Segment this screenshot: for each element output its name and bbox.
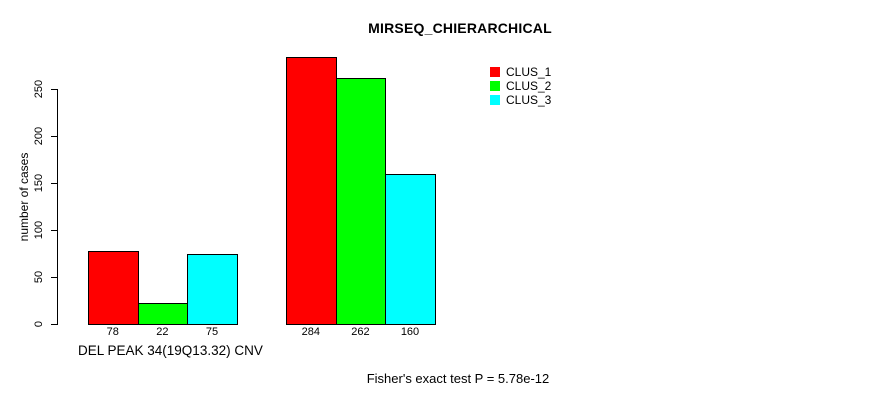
bar-value-label: 160 (400, 326, 420, 338)
legend-row: CLUS_2 (490, 79, 551, 93)
y-axis-label: number of cases (17, 152, 31, 242)
y-axis-tick (51, 89, 58, 90)
y-axis-tick-label: 150 (33, 173, 45, 193)
legend-label: CLUS_3 (506, 93, 552, 107)
x-axis-label: DEL PEAK 34(19Q13.32) CNV (78, 343, 263, 358)
bar-value-label: 284 (301, 326, 320, 338)
bar-clus_1-group2 (286, 57, 337, 325)
bar-value-label: 22 (156, 326, 169, 338)
y-axis-tick-label: 100 (33, 220, 45, 240)
legend: CLUS_1 CLUS_2 CLUS_3 (490, 65, 551, 107)
legend-swatch-clus_1 (490, 67, 500, 77)
y-axis-tick-label: 0 (33, 320, 45, 328)
y-axis-tick (51, 183, 58, 184)
legend-row: CLUS_1 (490, 65, 551, 79)
bar-value-label: 75 (205, 326, 219, 338)
y-axis-tick-label: 200 (33, 126, 45, 146)
legend-label: CLUS_2 (506, 79, 552, 93)
y-axis-tick (51, 324, 58, 325)
bar-clus_3-group2 (385, 173, 436, 325)
y-axis-tick (51, 230, 58, 231)
legend-swatch-clus_3 (490, 95, 500, 105)
y-axis-line (57, 89, 58, 325)
bar-value-label: 78 (106, 326, 119, 338)
y-axis-tick (51, 136, 58, 137)
legend-swatch-clus_2 (490, 81, 500, 91)
bar-clus_1-group1 (88, 250, 139, 325)
bar-clus_2-group1 (137, 303, 189, 325)
bar-value-label: 262 (351, 326, 370, 338)
y-axis-tick-label: 50 (33, 270, 45, 284)
y-axis-tick (51, 277, 58, 278)
legend-label: CLUS_1 (506, 65, 552, 79)
bar-clus_2-group2 (335, 77, 387, 325)
chart-title: MIRSEQ_CHIERARCHICAL (368, 20, 552, 36)
bar-clus_3-group1 (187, 253, 238, 325)
legend-row: CLUS_3 (490, 93, 551, 107)
y-axis-tick-label: 250 (33, 79, 45, 99)
fisher-exact-test-note: Fisher's exact test P = 5.78e-12 (366, 371, 550, 386)
